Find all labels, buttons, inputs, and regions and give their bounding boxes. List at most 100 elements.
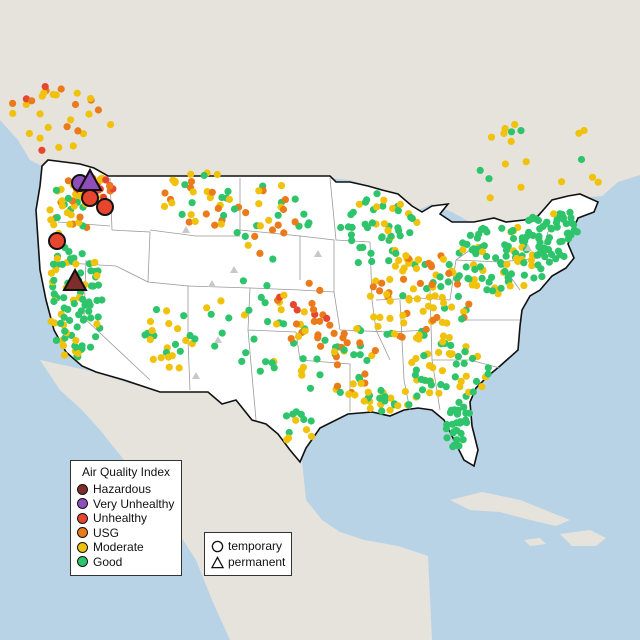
monitor-dot — [418, 386, 427, 394]
monitor-dot — [345, 390, 353, 398]
major-monitor-circle — [96, 198, 114, 216]
monitor-dot — [520, 282, 528, 290]
monitor-dot — [355, 200, 363, 208]
monitor-dot — [483, 286, 491, 294]
monitor-dot — [89, 282, 97, 290]
monitor-dot — [373, 203, 381, 211]
monitor-dot — [292, 320, 301, 328]
monitor-dot — [460, 403, 468, 411]
monitor-dot — [443, 434, 451, 442]
monitor-triangle — [524, 244, 532, 251]
monitor-dot — [478, 274, 486, 282]
monitor-triangle — [230, 266, 238, 273]
monitor-dot — [274, 221, 282, 229]
monitor-dot — [74, 127, 82, 135]
monitor-dot — [376, 313, 384, 321]
monitor-dot — [445, 269, 453, 277]
monitor-dot — [85, 307, 93, 315]
monitor-dot — [374, 322, 382, 331]
monitor-dot — [567, 214, 575, 222]
monitor-dot — [310, 317, 318, 325]
monitor-dot — [384, 227, 392, 235]
monitor-dot — [309, 306, 318, 314]
monitor-dot — [242, 209, 250, 217]
monitor-dot — [387, 232, 395, 240]
monitor-dot — [528, 262, 536, 270]
monitor-dot — [280, 320, 288, 328]
monitor-dot — [64, 305, 72, 313]
monitor-dot — [171, 340, 180, 348]
monitor-dot — [256, 367, 264, 375]
monitor-dot — [379, 202, 387, 210]
monitor-dot — [468, 246, 476, 254]
monitor-dot — [386, 406, 394, 414]
monitor-dot — [307, 432, 316, 440]
monitor-dot — [217, 220, 225, 228]
legend-label-temporary: temporary — [228, 539, 283, 553]
monitor-dot — [373, 190, 381, 198]
monitor-dot — [416, 279, 424, 287]
monitor-dot — [507, 128, 516, 136]
monitor-dot — [181, 181, 189, 189]
monitor-dot — [53, 214, 61, 222]
monitor-dot — [575, 129, 583, 137]
monitor-dot — [93, 296, 101, 305]
legend-label: Good — [93, 554, 123, 569]
monitor-dot — [399, 275, 408, 283]
monitor-dot — [381, 397, 389, 405]
monitor-dot — [316, 286, 324, 294]
monitor-dot — [412, 264, 421, 273]
monitor-dot — [297, 367, 305, 375]
monitor-dot — [462, 372, 470, 380]
monitor-dot — [96, 175, 104, 183]
monitor-triangle — [182, 226, 190, 233]
monitor-dot — [244, 241, 252, 249]
monitor-dot — [202, 210, 210, 218]
monitor-dot — [564, 229, 572, 237]
monitor-dot — [484, 364, 492, 372]
legend-swatch-icon — [77, 541, 88, 553]
monitor-dot — [81, 301, 89, 309]
monitor-dot — [356, 339, 364, 347]
monitor-dot — [421, 376, 429, 384]
monitor-dot — [446, 409, 454, 417]
monitor-dot — [333, 382, 342, 390]
monitor-dot — [300, 210, 308, 218]
monitor-dot — [291, 195, 299, 203]
monitor-dot — [191, 217, 199, 225]
monitor-dot — [558, 237, 566, 245]
monitor-dot — [301, 327, 309, 335]
monitor-dot — [413, 392, 421, 400]
monitor-dot — [437, 381, 445, 389]
monitor-dot — [399, 311, 407, 319]
monitor-dot — [46, 206, 54, 214]
monitor-dot — [518, 234, 526, 242]
monitor-dot — [52, 266, 60, 274]
monitor-dot — [377, 386, 385, 395]
monitor-dot — [370, 313, 378, 321]
monitor-dot — [280, 291, 288, 299]
monitor-dot — [366, 404, 374, 413]
monitor-dot — [455, 272, 463, 280]
monitor-dot — [255, 187, 263, 195]
monitor-dot — [545, 234, 554, 242]
monitor-dot — [369, 283, 377, 291]
monitor-dot — [47, 317, 55, 325]
monitor-dot — [73, 323, 81, 331]
monitor-dot — [501, 267, 509, 275]
monitor-dot — [525, 228, 533, 236]
monitor-dot — [453, 280, 462, 288]
monitor-dot — [330, 329, 338, 337]
monitor-dot — [492, 254, 500, 262]
monitor-dot — [439, 338, 447, 346]
monitor-dot — [462, 263, 470, 271]
monitor-dot — [486, 194, 494, 202]
legend-label: Very Unhealthy — [93, 496, 175, 511]
monitor-dot — [230, 205, 239, 213]
monitor-dot — [305, 219, 313, 227]
monitor-dot — [152, 306, 161, 314]
monitor-dot — [350, 351, 358, 359]
monitor-dot — [57, 85, 65, 93]
monitor-dot — [146, 336, 154, 344]
